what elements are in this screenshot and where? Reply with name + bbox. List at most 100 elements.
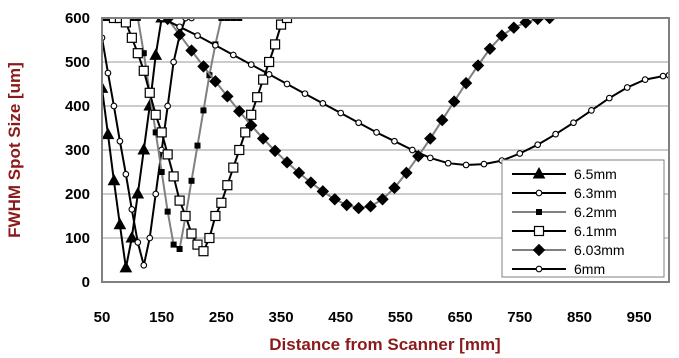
data-point	[292, 166, 306, 180]
plot-frame	[101, 17, 670, 283]
y-tick-label: 300	[65, 142, 90, 159]
data-point	[152, 190, 160, 198]
data-point	[228, 162, 239, 173]
legend-item: 6.03mm	[512, 242, 625, 258]
data-point	[212, 41, 219, 49]
data-point	[128, 206, 136, 213]
legend-item: 6.5mm	[512, 166, 617, 182]
data-point	[173, 28, 186, 41]
data-point	[164, 208, 171, 215]
data-point	[119, 260, 133, 273]
legend-label: 6.1mm	[574, 223, 617, 239]
data-point	[126, 32, 137, 43]
data-point	[200, 107, 207, 114]
data-point	[283, 80, 291, 88]
data-point	[495, 29, 509, 42]
data-point	[102, 18, 105, 21]
data-point	[230, 18, 237, 21]
data-point	[221, 90, 234, 103]
data-point	[236, 18, 243, 21]
data-point	[210, 210, 221, 222]
data-point	[192, 239, 203, 250]
data-point	[131, 186, 145, 199]
data-point	[120, 18, 131, 28]
data-point	[281, 18, 293, 24]
legend: 6.5mm 6.3mm 6.2mm 6.1mm 6.03mm 6mm	[501, 159, 665, 278]
data-point	[140, 261, 148, 269]
x-axis-ticks: 50 150 250 350 450 550 650 750 850 950	[94, 309, 652, 326]
data-point	[240, 127, 251, 138]
data-point	[176, 246, 183, 252]
data-point	[164, 102, 172, 110]
data-point	[258, 74, 269, 85]
data-point	[125, 230, 139, 243]
data-point	[447, 95, 461, 108]
data-point	[480, 160, 488, 168]
data-point	[265, 70, 273, 78]
data-point	[110, 102, 118, 110]
x-tick-label: 650	[448, 309, 473, 326]
data-point	[543, 18, 556, 25]
x-tick-label: 250	[209, 309, 234, 326]
data-point	[216, 197, 227, 208]
series-6mm	[158, 18, 669, 169]
data-point	[194, 142, 201, 149]
data-point	[534, 141, 542, 149]
data-point	[176, 23, 183, 31]
data-point	[552, 130, 559, 138]
data-point	[194, 32, 201, 39]
data-point	[168, 171, 179, 182]
data-point	[170, 58, 177, 66]
data-point	[623, 84, 631, 91]
data-point	[170, 241, 177, 248]
data-point	[158, 169, 165, 175]
data-point	[264, 56, 275, 68]
data-point	[268, 144, 282, 158]
data-point	[364, 200, 377, 213]
data-point	[588, 107, 595, 114]
data-point	[275, 19, 287, 30]
data-point	[137, 142, 151, 155]
data-point	[280, 156, 294, 169]
legend-item: 6.1mm	[512, 223, 617, 239]
data-point	[132, 48, 143, 59]
data-point	[319, 100, 327, 107]
data-point	[570, 119, 577, 127]
x-tick-label: 950	[627, 309, 652, 326]
data-point	[138, 65, 149, 76]
data-point	[116, 137, 124, 145]
data-point	[400, 166, 413, 180]
data-point	[256, 132, 270, 145]
data-point	[134, 239, 142, 246]
series-line	[102, 18, 192, 266]
data-point	[301, 90, 309, 98]
data-point	[376, 193, 389, 206]
data-point	[174, 195, 185, 206]
y-tick-label: 200	[65, 186, 90, 203]
data-point	[391, 137, 398, 145]
data-point	[222, 180, 233, 191]
data-point	[483, 42, 497, 56]
legend-label: 6mm	[574, 261, 605, 277]
data-point	[328, 193, 341, 206]
legend-item: 6mm	[512, 261, 605, 277]
data-point	[471, 59, 485, 72]
data-point	[122, 170, 130, 178]
x-tick-label: 350	[269, 309, 294, 326]
data-point	[233, 105, 246, 118]
y-axis-ticks: 0 100 200 300 400 500 600	[65, 10, 90, 291]
y-tick-label: 400	[65, 98, 90, 115]
data-point	[462, 161, 470, 169]
data-point	[102, 127, 115, 140]
data-point	[507, 21, 521, 34]
data-point	[659, 72, 667, 80]
data-point	[245, 119, 258, 132]
data-point	[218, 18, 225, 21]
data-point	[198, 246, 209, 257]
legend-box	[501, 159, 665, 278]
data-point	[114, 18, 126, 24]
data-point	[355, 119, 362, 127]
legend-label: 6.3mm	[574, 185, 617, 201]
y-tick-label: 500	[65, 54, 90, 71]
legend-label: 6.03mm	[574, 242, 625, 258]
